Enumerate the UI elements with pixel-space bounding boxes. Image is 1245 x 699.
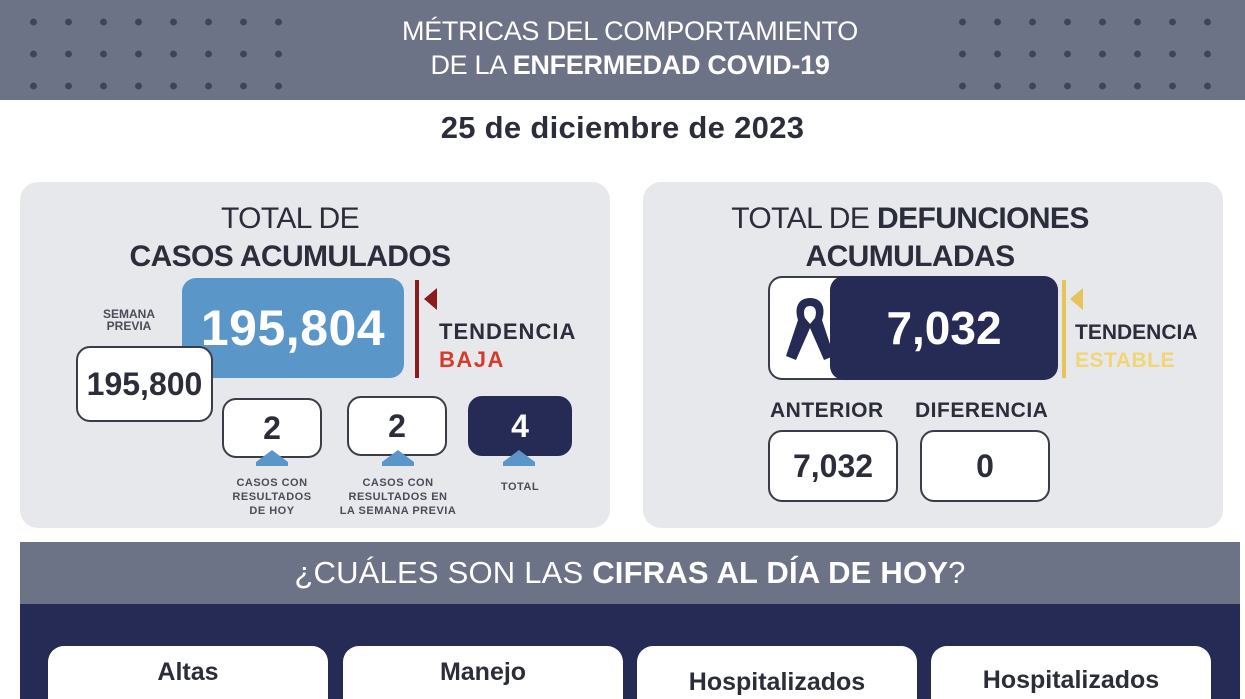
dot-pattern-right [945,6,1215,90]
trend-flag-icon [424,288,437,310]
difference-label: DIFERENCIA [915,399,1049,422]
banner-title: MÉTRICAS DEL COMPORTAMIENTO DE LA ENFERM… [330,14,930,82]
cases-title-bold: CASOS ACUMULADOS [129,240,452,273]
deaths-title-bold: DEFUNCIONES [877,202,1089,235]
cases-title-line2: CASOS ACUMULADOS [20,238,560,276]
deaths-title-line1: TOTAL DE DEFUNCIONES [700,200,1120,238]
previous-deaths-value: 7,032 [768,430,898,502]
total-cases-value: 195,804 [182,278,404,378]
report-date: 25 de diciembre de 2023 [440,110,805,145]
card-manejo-label: Manejo [439,658,527,686]
card-hospitalizados-1-label: Hospitalizados [688,668,866,696]
deaths-trend-label: TENDENCIA [1075,321,1198,344]
week-caption-line2: RESULTADOS EN [348,491,448,503]
sum-pointer-bar [503,462,535,466]
deaths-title-line2: ACUMULADAS [700,238,1120,276]
today-caption-line2: RESULTADOS [232,491,312,503]
card-hospitalizados-2: Hospitalizados [931,646,1211,699]
today-cases-value: 2 [222,398,322,458]
previous-week-value: 195,800 [76,346,213,422]
today-caption-line3: DE HOY [249,505,295,517]
week-caption-line1: CASOS CON [362,477,434,489]
banner-title-line1: MÉTRICAS DEL COMPORTAMIENTO [402,16,858,46]
card-hospitalizados-1: Hospitalizados [637,646,917,699]
deaths-trend-line [1062,280,1066,378]
banner-title-prefix: DE LA [430,50,513,80]
previous-week-label: SEMANA PREVIA [84,308,174,332]
week-caption-line3: LA SEMANA PREVIA [339,505,457,517]
week-pointer-bar [382,462,414,466]
today-caption-line1: CASOS CON [236,477,308,489]
trend-line [415,280,419,378]
today-pointer-icon [256,450,288,462]
card-hospitalizados-2-label: Hospitalizados [982,666,1160,694]
today-cases-caption: CASOS CON RESULTADOS DE HOY [212,476,332,518]
week-cases-caption: CASOS CON RESULTADOS EN LA SEMANA PREVIA [330,476,466,518]
today-heading-suffix: ? [948,555,966,590]
card-altas: Altas [48,646,328,699]
card-manejo: Manejo [343,646,623,699]
mourning-ribbon-icon [786,298,834,360]
dot-pattern-left [16,6,286,90]
deaths-title: TOTAL DE DEFUNCIONES ACUMULADAS [700,200,1120,276]
sum-cases-value: 4 [468,396,572,456]
previous-deaths-label: ANTERIOR [770,399,884,422]
cases-title: TOTAL DE CASOS ACUMULADOS [20,200,560,276]
cases-trend-label: TENDENCIA [439,319,577,344]
cases-trend-value: BAJA [439,347,505,372]
deaths-trend-flag-icon [1070,288,1083,310]
previous-week-label-line1: SEMANA [102,307,155,321]
deaths-title-prefix: TOTAL DE [731,202,877,235]
difference-value: 0 [920,430,1050,502]
week-cases-value: 2 [347,396,447,456]
week-pointer-icon [382,450,414,462]
today-heading-prefix: ¿CUÁLES SON LAS [294,555,593,590]
sum-pointer-icon [503,450,535,462]
today-figures-heading: ¿CUÁLES SON LAS CIFRAS AL DÍA DE HOY? [20,542,1240,604]
banner-title-line2: DE LA ENFERMEDAD COVID-19 [330,48,930,82]
today-pointer-bar [256,462,288,466]
header-banner: MÉTRICAS DEL COMPORTAMIENTO DE LA ENFERM… [0,0,1245,100]
total-deaths-value: 7,032 [830,276,1058,380]
deaths-trend-value: ESTABLE [1075,349,1175,372]
banner-title-bold: ENFERMEDAD COVID-19 [512,50,830,80]
card-altas-label: Altas [157,658,219,686]
today-heading-bold: CIFRAS AL DÍA DE HOY [592,555,949,590]
deaths-title-line2-text: ACUMULADAS [805,240,1016,273]
sum-cases-caption: TOTAL [500,481,540,493]
previous-week-label-line2: PREVIA [106,319,152,333]
cases-title-line1: TOTAL DE [220,202,360,235]
